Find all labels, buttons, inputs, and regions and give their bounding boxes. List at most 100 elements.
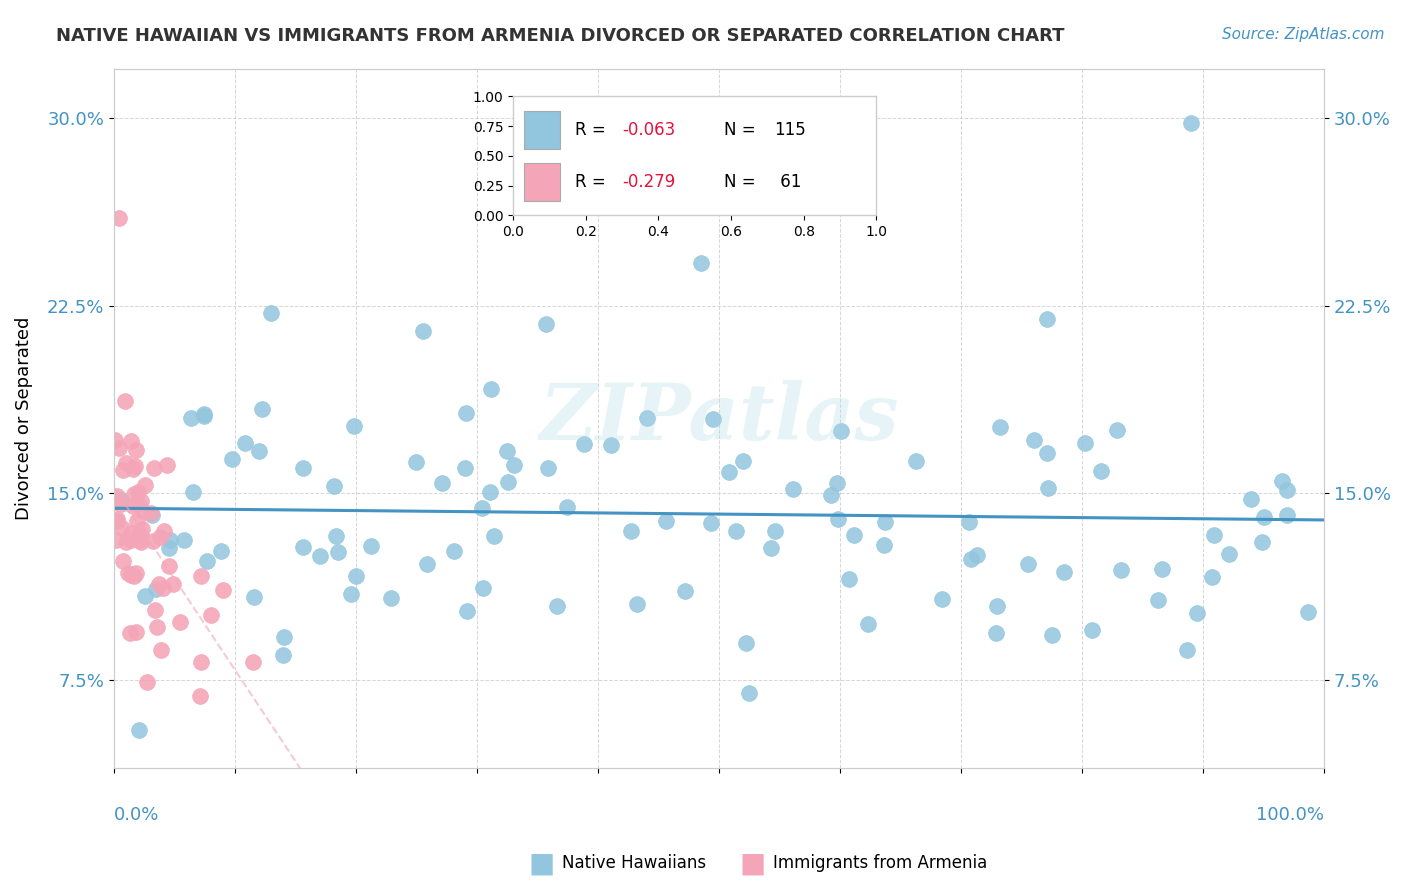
Point — [546, 599, 568, 614]
Point — [221, 451, 243, 466]
Point — [856, 616, 879, 631]
Point — [110, 497, 132, 511]
Point — [1053, 565, 1076, 579]
Point — [260, 306, 283, 320]
Point — [496, 444, 519, 458]
Point — [966, 548, 988, 562]
Point — [190, 655, 212, 669]
Text: Immigrants from Armenia: Immigrants from Armenia — [773, 855, 987, 872]
Point — [271, 648, 294, 663]
Point — [1271, 474, 1294, 488]
Point — [782, 482, 804, 496]
Point — [128, 533, 150, 548]
Point — [105, 533, 128, 547]
Point — [114, 394, 136, 409]
Point — [111, 553, 134, 567]
Point — [110, 493, 132, 508]
Point — [132, 504, 155, 518]
Text: ZIPatlas: ZIPatlas — [540, 380, 898, 457]
Point — [1038, 481, 1060, 495]
Point — [574, 437, 596, 451]
Point — [1017, 558, 1039, 572]
Point — [325, 529, 347, 543]
Point — [1251, 535, 1274, 549]
Point — [984, 626, 1007, 640]
Point — [122, 568, 145, 582]
Point — [143, 603, 166, 617]
Point — [1147, 592, 1170, 607]
Point — [537, 461, 560, 475]
Point — [122, 499, 145, 513]
Point — [104, 433, 127, 447]
Point — [120, 568, 142, 582]
Text: Source: ZipAtlas.com: Source: ZipAtlas.com — [1222, 27, 1385, 42]
Point — [120, 526, 142, 541]
Point — [503, 458, 526, 472]
Point — [655, 514, 678, 528]
Point — [115, 534, 138, 549]
Point — [105, 489, 128, 503]
Point — [636, 411, 658, 425]
Point — [127, 498, 149, 512]
Point — [122, 462, 145, 476]
Point — [1024, 434, 1046, 448]
Point — [340, 587, 363, 601]
Point — [326, 545, 349, 559]
Point — [291, 540, 314, 554]
Point — [107, 514, 129, 528]
Point — [181, 485, 204, 500]
Point — [988, 419, 1011, 434]
Point — [105, 512, 128, 526]
Point — [1081, 623, 1104, 637]
Point — [453, 461, 475, 475]
Point — [134, 478, 156, 492]
Point — [157, 541, 180, 555]
Point — [180, 411, 202, 425]
Point — [432, 475, 454, 490]
Point — [443, 544, 465, 558]
Point — [360, 540, 382, 554]
Text: Native Hawaiians: Native Hawaiians — [562, 855, 707, 872]
Point — [702, 412, 724, 426]
Point — [128, 525, 150, 540]
Point — [211, 582, 233, 597]
Point — [1109, 563, 1132, 577]
Point — [190, 569, 212, 583]
Point — [159, 533, 181, 547]
Point — [114, 456, 136, 470]
Point — [700, 516, 723, 530]
Point — [1040, 628, 1063, 642]
Point — [875, 515, 897, 529]
Point — [291, 461, 314, 475]
Point — [416, 557, 439, 571]
Point — [673, 584, 696, 599]
Point — [323, 479, 346, 493]
Point — [1105, 423, 1128, 437]
Point — [162, 577, 184, 591]
Point — [1218, 547, 1240, 561]
Point — [111, 521, 134, 535]
Point — [104, 495, 127, 509]
Point — [117, 566, 139, 581]
Point — [200, 608, 222, 623]
Point — [209, 544, 232, 558]
Point — [125, 566, 148, 581]
Point — [156, 458, 179, 473]
Point — [1240, 491, 1263, 506]
Point — [1253, 509, 1275, 524]
Point — [1180, 116, 1202, 130]
Point — [479, 383, 502, 397]
Point — [143, 460, 166, 475]
Point — [820, 487, 842, 501]
Point — [129, 493, 152, 508]
Point — [145, 582, 167, 597]
Point — [827, 476, 849, 491]
Point — [127, 485, 149, 500]
Point — [1090, 464, 1112, 478]
Point — [479, 484, 502, 499]
Point — [957, 515, 980, 529]
Point — [718, 465, 741, 479]
Point — [1204, 527, 1226, 541]
Point — [124, 459, 146, 474]
Text: NATIVE HAWAIIAN VS IMMIGRANTS FROM ARMENIA DIVORCED OR SEPARATED CORRELATION CHA: NATIVE HAWAIIAN VS IMMIGRANTS FROM ARMEN… — [56, 27, 1064, 45]
